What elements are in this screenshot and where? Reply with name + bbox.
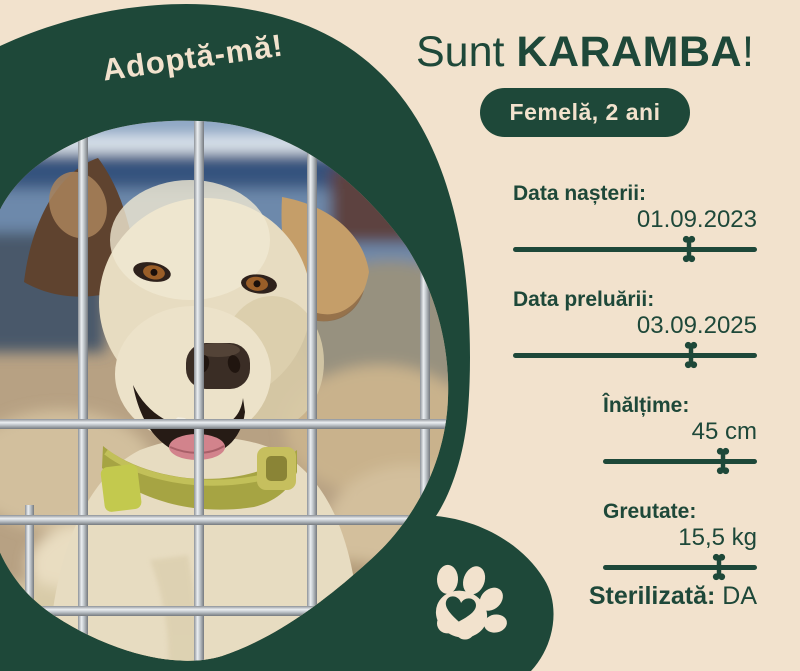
title-suffix: ! — [742, 28, 754, 76]
info-label: Data preluării: — [513, 288, 655, 311]
info-row: Data preluării: 03.09.2025 — [513, 287, 757, 369]
badge-wrap: Femelă, 2 ani — [380, 88, 790, 137]
sterilized-label: Sterilizată: — [588, 582, 716, 610]
slider-line — [513, 353, 757, 358]
info-row: Greutate: 15,5 kg — [603, 499, 757, 581]
info-slider — [603, 553, 757, 581]
info-column: Data nașterii: 01.09.2023 Data preluării: 0… — [513, 181, 757, 605]
bone-marker-icon — [712, 553, 725, 581]
info-label: Data nașterii: — [513, 182, 647, 205]
info-slider — [513, 341, 757, 369]
info-label: Greutate: — [603, 500, 697, 523]
info-value: 15,5 kg — [678, 524, 757, 551]
info-slider — [603, 447, 757, 475]
sterilized-row: Sterilizată: DA — [589, 582, 757, 611]
info-label: Înălțime: — [603, 394, 690, 417]
info-value: 45 cm — [691, 418, 757, 445]
info-value: 01.09.2023 — [636, 206, 757, 233]
info-value: 03.09.2025 — [636, 312, 757, 339]
info-row: Înălțime: 45 cm — [603, 393, 757, 475]
bone-marker-icon — [716, 447, 730, 475]
paw-icon — [435, 564, 507, 640]
title-prefix: Sunt — [416, 28, 517, 76]
slider-line — [513, 247, 757, 252]
dog-name: KARAMBA — [516, 28, 743, 76]
sterilized-value: DA — [722, 582, 757, 610]
info-row: Data nașterii: 01.09.2023 — [513, 181, 757, 263]
heart-icon — [445, 596, 476, 622]
page-title: Sunt KARAMBA! — [380, 28, 790, 77]
sex-age-badge: Femelă, 2 ani — [479, 88, 691, 137]
bone-marker-icon — [684, 341, 698, 369]
dog — [24, 158, 369, 661]
fence-overlay — [0, 120, 449, 661]
bone-marker-icon — [682, 235, 695, 263]
info-slider — [513, 235, 757, 263]
slider-line — [603, 459, 757, 464]
slider-line — [603, 565, 757, 570]
